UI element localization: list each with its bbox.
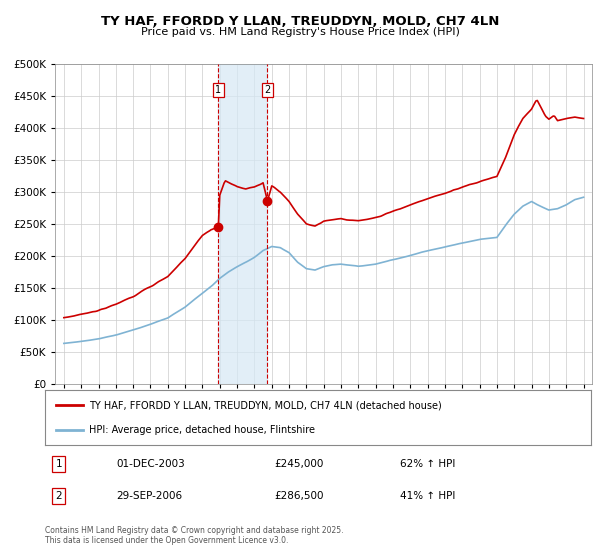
Bar	[218, 64, 268, 384]
Text: This data is licensed under the Open Government Licence v3.0.: This data is licensed under the Open Gov…	[45, 536, 289, 545]
Text: 1: 1	[215, 85, 221, 95]
Text: 2: 2	[264, 85, 271, 95]
Text: 1: 1	[55, 459, 62, 469]
Text: 29-SEP-2006: 29-SEP-2006	[116, 491, 182, 501]
Text: 41% ↑ HPI: 41% ↑ HPI	[400, 491, 455, 501]
Text: 01-DEC-2003: 01-DEC-2003	[116, 459, 185, 469]
Text: Contains HM Land Registry data © Crown copyright and database right 2025.: Contains HM Land Registry data © Crown c…	[45, 526, 343, 535]
Text: £245,000: £245,000	[274, 459, 323, 469]
Text: HPI: Average price, detached house, Flintshire: HPI: Average price, detached house, Flin…	[89, 426, 314, 435]
Text: TY HAF, FFORDD Y LLAN, TREUDDYN, MOLD, CH7 4LN: TY HAF, FFORDD Y LLAN, TREUDDYN, MOLD, C…	[101, 15, 499, 28]
Text: £286,500: £286,500	[274, 491, 324, 501]
Text: TY HAF, FFORDD Y LLAN, TREUDDYN, MOLD, CH7 4LN (detached house): TY HAF, FFORDD Y LLAN, TREUDDYN, MOLD, C…	[89, 400, 442, 410]
Text: Price paid vs. HM Land Registry's House Price Index (HPI): Price paid vs. HM Land Registry's House …	[140, 27, 460, 37]
Text: 2: 2	[55, 491, 62, 501]
Text: 62% ↑ HPI: 62% ↑ HPI	[400, 459, 455, 469]
